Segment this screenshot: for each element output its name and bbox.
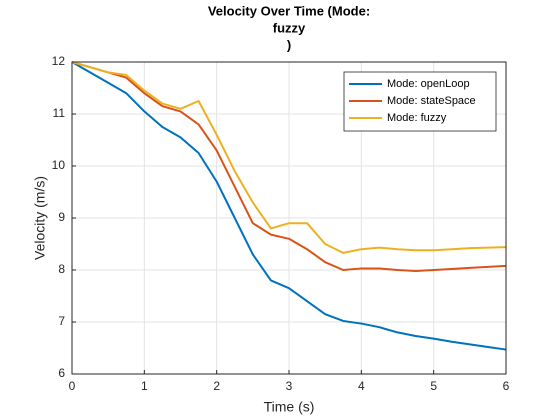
line-series [71,61,507,273]
axes-box [71,61,507,375]
legend: Mode: openLoop Mode: stateSpace Mode: fuzz… [343,71,497,132]
y-tick-label: 11 [53,106,66,120]
x-tick-label: 4 [358,379,365,393]
x-tick-label: 6 [503,379,510,393]
chart-title: fuzzy [273,20,306,35]
legend-label: Mode: stateSpace [387,95,476,107]
legend-label: Mode: openLoop [387,78,470,90]
y-tick-label: 12 [52,54,66,68]
x-tick-label: 3 [286,379,293,393]
y-tick-label: 7 [58,314,65,328]
y-tick-label: 10 [52,158,66,172]
x-axis-label: Time (s) [264,399,315,415]
x-tick-label: 0 [69,379,76,393]
chart-title: ) [287,37,291,52]
y-tick-label: 9 [58,210,65,224]
x-tick-label: 5 [430,379,437,393]
y-tick-label: 8 [58,262,65,276]
line-series [71,61,507,254]
x-tick-label: 1 [141,379,148,393]
line-series [71,61,507,351]
chart-title: Velocity Over Time (Mode: [208,3,370,18]
y-tick-label: 6 [58,366,65,380]
x-tick-label: 2 [213,379,220,393]
y-axis-label: Velocity (m/s) [32,176,48,260]
legend-label: Mode: fuzzy [387,112,447,124]
